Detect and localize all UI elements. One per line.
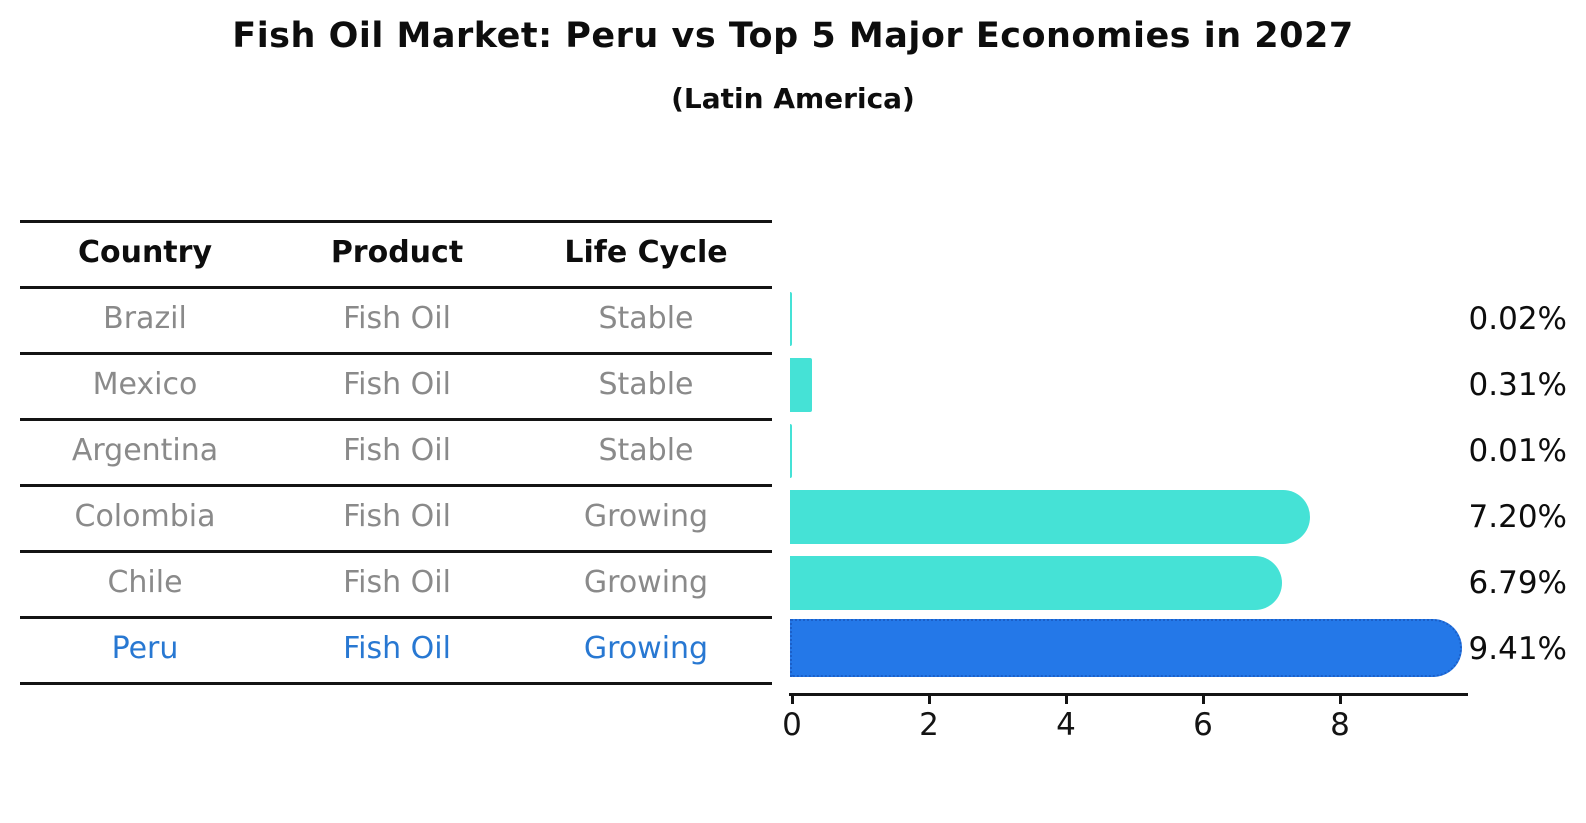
x-axis-tick — [1339, 695, 1342, 704]
x-axis-line — [789, 693, 1468, 696]
table-cell-life-cycle: Growing — [583, 499, 709, 534]
table-cell-country: Argentina — [71, 433, 219, 468]
value-label: 9.41% — [1468, 631, 1567, 667]
table-row-divider — [20, 550, 772, 553]
value-label: 0.31% — [1468, 367, 1567, 403]
table-cell-product: Fish Oil — [343, 565, 451, 600]
bar-peru-highlighted — [790, 619, 1462, 677]
table-cell-life-cycle-highlighted: Growing — [583, 631, 709, 666]
table-cell-country-highlighted: Peru — [111, 631, 179, 666]
column-header-product: Product — [330, 235, 464, 270]
bar-chile — [790, 556, 1282, 610]
x-axis-tick-label: 8 — [1330, 707, 1350, 743]
table-cell-life-cycle: Stable — [598, 301, 694, 336]
table-row-divider — [20, 484, 772, 487]
bar-mexico — [790, 358, 813, 412]
x-axis-tick-label: 6 — [1193, 707, 1213, 743]
table-cell-product: Fish Oil — [343, 301, 451, 336]
x-axis-tick-label: 0 — [782, 707, 802, 743]
x-axis-tick — [791, 695, 794, 704]
table-top-border — [20, 220, 772, 223]
table-cell-life-cycle: Stable — [598, 367, 694, 402]
value-label: 7.20% — [1468, 499, 1567, 535]
value-label: 6.79% — [1468, 565, 1567, 601]
value-label: 0.02% — [1468, 301, 1567, 337]
chart-subtitle: (Latin America) — [671, 82, 915, 115]
table-cell-product: Fish Oil — [343, 499, 451, 534]
table-cell-life-cycle: Growing — [583, 565, 709, 600]
table-row-divider — [20, 352, 772, 355]
value-label: 0.01% — [1468, 433, 1567, 469]
table-cell-product: Fish Oil — [343, 367, 451, 402]
table-cell-product: Fish Oil — [343, 433, 451, 468]
table-cell-country: Mexico — [92, 367, 198, 402]
table-row-divider — [20, 418, 772, 421]
table-bottom-border — [20, 682, 772, 685]
bar-brazil — [790, 292, 793, 346]
column-header-country: Country — [77, 235, 213, 270]
x-axis-tick-label: 2 — [919, 707, 939, 743]
bar-argentina — [790, 424, 792, 478]
column-header-life-cycle: Life Cycle — [564, 235, 728, 270]
x-axis-tick — [1065, 695, 1068, 704]
x-axis-tick — [1202, 695, 1205, 704]
table-header-border — [20, 286, 772, 289]
table-cell-country: Colombia — [74, 499, 216, 534]
bar-colombia — [790, 490, 1310, 544]
table-cell-life-cycle: Stable — [598, 433, 694, 468]
x-axis-tick — [928, 695, 931, 704]
table-cell-country: Brazil — [103, 301, 187, 336]
table-cell-product-highlighted: Fish Oil — [343, 631, 451, 666]
table-row-divider — [20, 616, 772, 619]
chart-title: Fish Oil Market: Peru vs Top 5 Major Eco… — [232, 16, 1354, 56]
table-cell-country: Chile — [107, 565, 183, 600]
x-axis-tick-label: 4 — [1056, 707, 1076, 743]
